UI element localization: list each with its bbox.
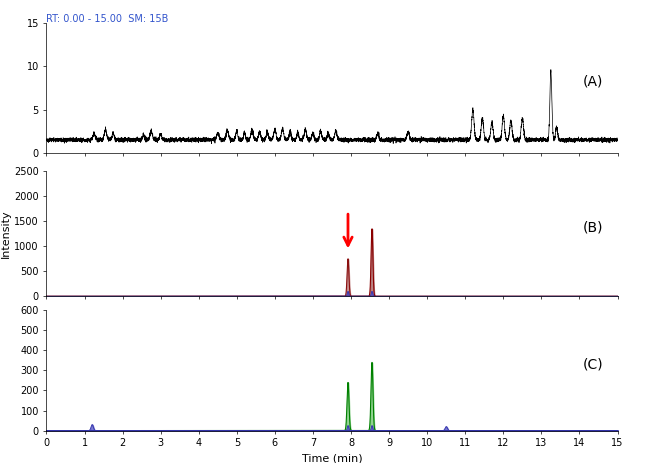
Text: (B): (B) (583, 220, 603, 235)
Y-axis label: Intensity: Intensity (1, 209, 11, 258)
X-axis label: Time (min): Time (min) (301, 454, 363, 463)
Text: RT: 0.00 - 15.00  SM: 15B: RT: 0.00 - 15.00 SM: 15B (46, 14, 169, 24)
Text: (A): (A) (583, 75, 603, 88)
Text: (C): (C) (582, 357, 603, 371)
